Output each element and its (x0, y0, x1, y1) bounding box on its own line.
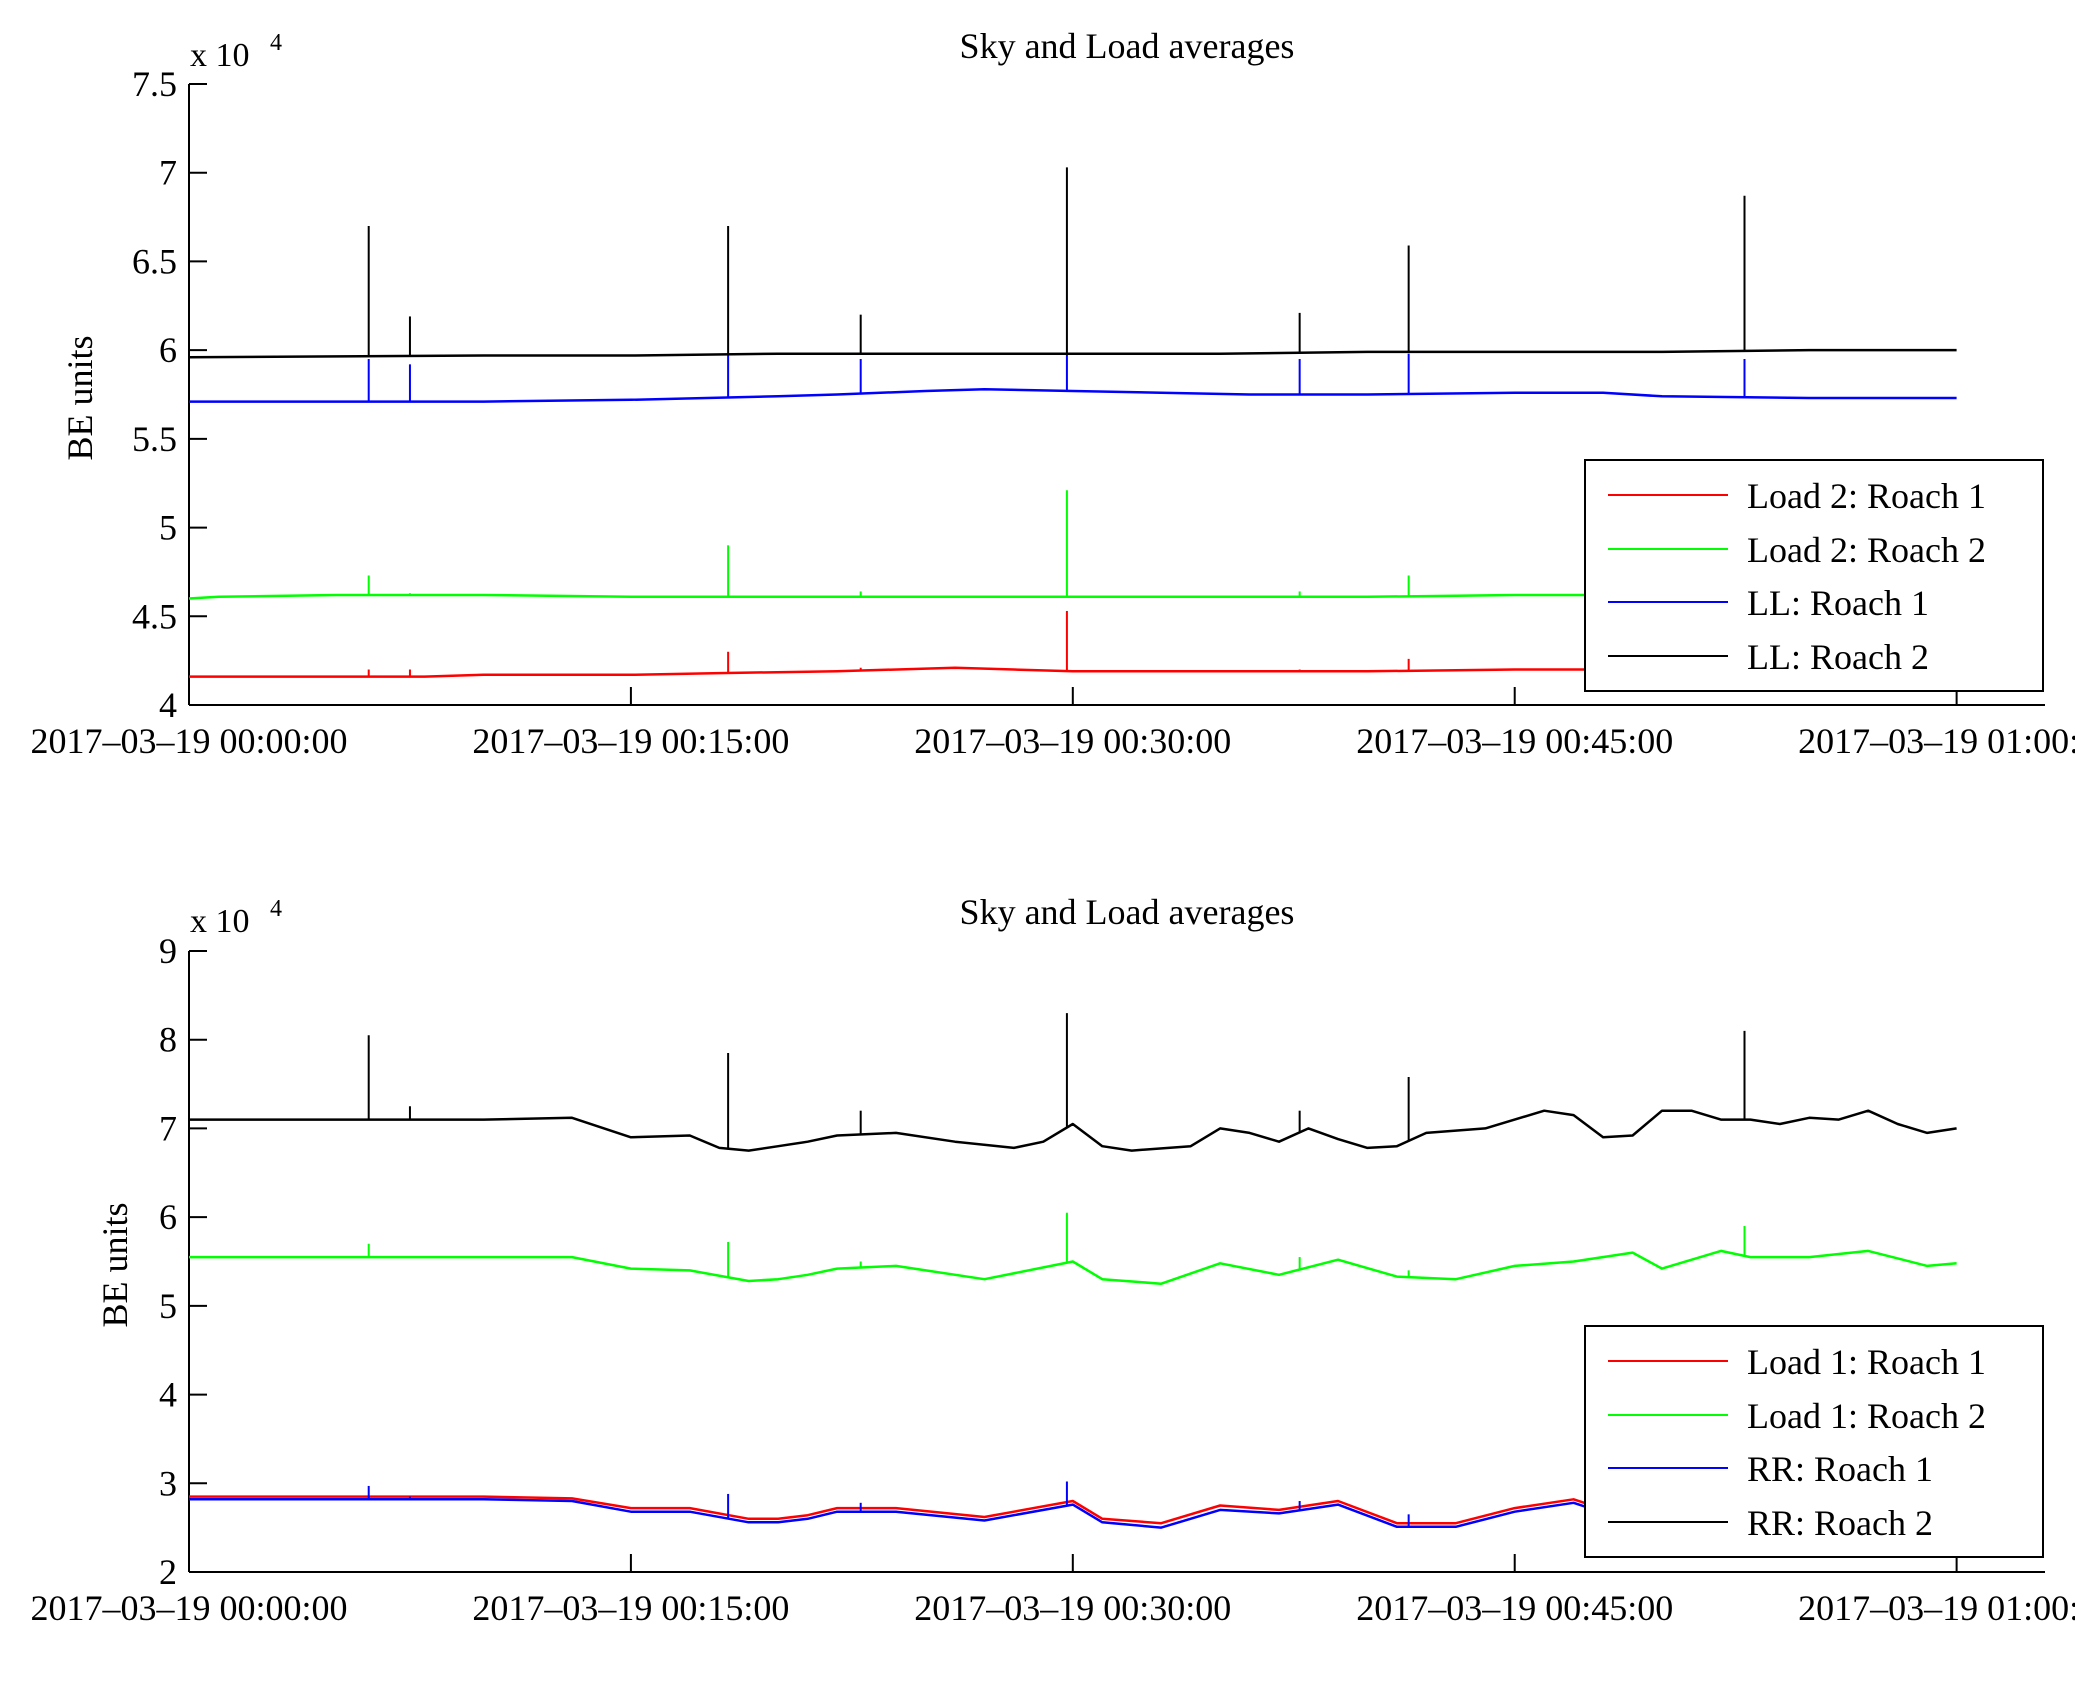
y-tick-label: 7.5 (132, 64, 177, 104)
legend-entry: RR: Roach 1 (1747, 1449, 1933, 1489)
legend-entry: Load 2: Roach 1 (1747, 476, 1986, 516)
y-tick-label: 5 (159, 1286, 177, 1326)
y-tick-label: 3 (159, 1463, 177, 1503)
series-line (189, 387, 1957, 403)
series-line (188, 348, 1957, 359)
y-tick-label: 7 (159, 153, 177, 193)
y-tick-label: 6 (159, 1197, 177, 1237)
x-tick-label: 2017–03–19 00:30:00 (914, 1588, 1231, 1628)
legend-entry: Load 2: Roach 2 (1747, 530, 1986, 570)
x-tick-label: 2017–03–19 01:00:00 (1798, 721, 2075, 761)
y-ticks: 2 3 4 5 6 7 8 9 (159, 931, 207, 1592)
y-tick-label: 6 (159, 330, 177, 370)
y-multiplier-exponent: 4 (270, 30, 282, 56)
y-axis-label: BE units (60, 335, 100, 460)
series-line (189, 1109, 1957, 1152)
x-tick-label: 2017–03–19 00:45:00 (1356, 1588, 1673, 1628)
legend-box (1584, 459, 2044, 692)
y-tick-label: 5.5 (132, 419, 177, 459)
x-tick-label: 2017–03–19 00:45:00 (1356, 721, 1673, 761)
legend-entry: RR: Roach 2 (1747, 1503, 1933, 1543)
y-multiplier-label: x 10 (190, 37, 250, 74)
x-ticks: 2017–03–19 00:00:00 2017–03–19 00:15:00 20… (30, 687, 2075, 761)
x-ticks: 2017–03–19 00:00:00 2017–03–19 00:15:00 20… (30, 1554, 2075, 1628)
y-tick-label: 8 (159, 1020, 177, 1060)
x-tick-label: 2017–03–19 00:00:00 (30, 721, 347, 761)
legend: Load 2: Roach 1 Load 2: Roach 2 LL: Roac… (1584, 459, 2044, 692)
chart-bottom: Sky and Load averages x 10 4 BE units 2 3… (30, 892, 2075, 1628)
y-tick-label: 2 (159, 1552, 177, 1592)
x-tick-label: 2017–03–19 00:15:00 (472, 721, 789, 761)
legend-entry: LL: Roach 2 (1747, 637, 1929, 677)
legend-entry: LL: Roach 1 (1747, 583, 1929, 623)
x-tick-label: 2017–03–19 00:00:00 (30, 1588, 347, 1628)
y-tick-label: 6.5 (132, 241, 177, 281)
x-tick-label: 2017–03–19 01:00:00 (1798, 1588, 2075, 1628)
legend: Load 1: Roach 1 Load 1: Roach 2 RR: Roac… (1584, 1325, 2044, 1558)
y-tick-label: 5 (159, 508, 177, 548)
chart-title: Sky and Load averages (960, 26, 1295, 66)
y-ticks: 4 4.5 5 5.5 6 6.5 7 7.5 (132, 64, 207, 725)
y-tick-label: 7 (159, 1108, 177, 1148)
x-tick-label: 2017–03–19 00:15:00 (472, 1588, 789, 1628)
y-tick-label: 4.5 (132, 596, 177, 636)
chart-title: Sky and Load averages (960, 892, 1295, 932)
chart-top: Sky and Load averages x 10 4 BE units 44… (30, 26, 2075, 761)
x-tick-label: 2017–03–19 00:30:00 (914, 721, 1231, 761)
legend-box (1584, 1325, 2044, 1558)
series-line (189, 1249, 1957, 1285)
y-multiplier-label: x 10 (190, 903, 250, 940)
y-multiplier-exponent: 4 (270, 896, 282, 922)
legend-entry: Load 1: Roach 1 (1747, 1342, 1986, 1382)
y-tick-label: 4 (159, 1375, 177, 1415)
y-axis-label: BE units (95, 1202, 135, 1327)
y-tick-label: 4 (159, 685, 177, 725)
y-tick-label: 9 (159, 931, 177, 971)
legend-entry: Load 1: Roach 2 (1747, 1396, 1986, 1436)
